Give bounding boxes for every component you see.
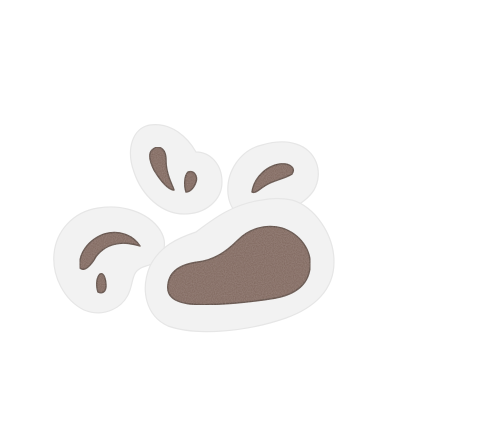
mud-splash: [79, 146, 311, 306]
mud-crescent: [251, 163, 294, 194]
mud-drop-small: [183, 170, 198, 193]
mud-splash-left: [79, 231, 141, 270]
mud-drop-tall: [149, 146, 175, 191]
border-top-drops: [129, 124, 223, 215]
mud-puddle-main: [167, 225, 311, 306]
mud-drop-tiny: [95, 273, 107, 294]
border-left: [53, 206, 165, 314]
